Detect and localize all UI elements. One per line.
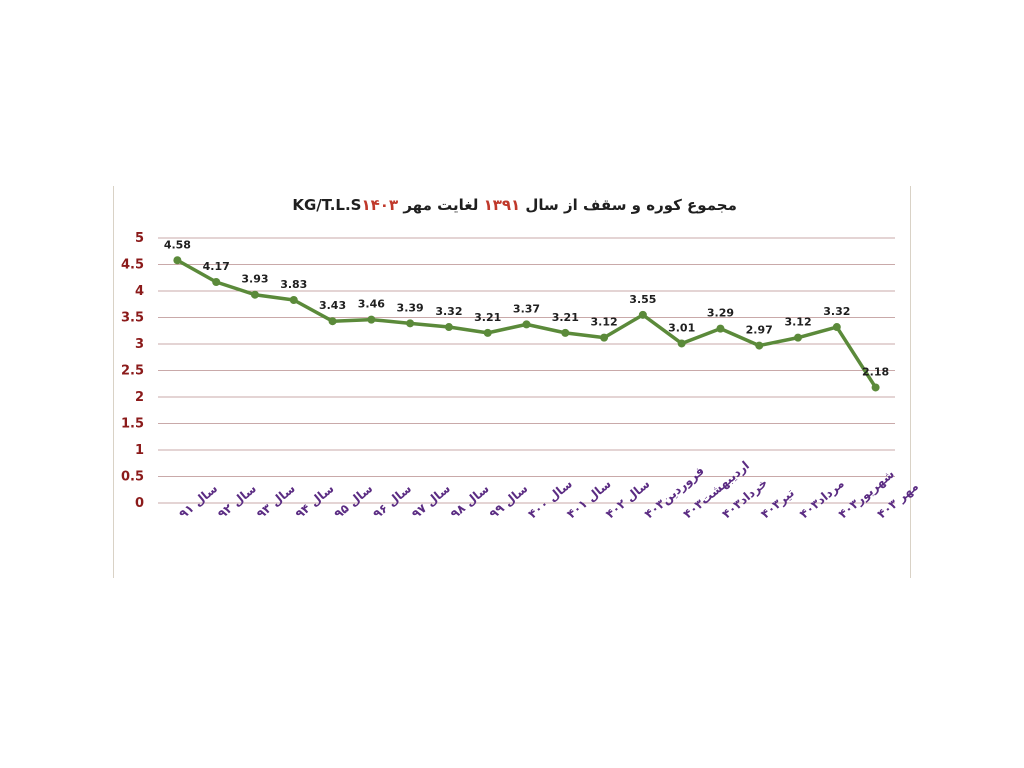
data-point bbox=[677, 339, 686, 348]
y-tick-label: 4 bbox=[135, 284, 144, 299]
data-label: 3.46 bbox=[358, 298, 385, 311]
data-point bbox=[638, 310, 647, 319]
data-label: 3.43 bbox=[319, 299, 346, 312]
data-point bbox=[212, 277, 221, 286]
data-point bbox=[561, 328, 570, 337]
x-tick-label: سال ۹۵ bbox=[331, 481, 375, 521]
data-label: 3.93 bbox=[241, 273, 268, 286]
data-point bbox=[289, 296, 298, 305]
y-tick-label: 3 bbox=[135, 337, 144, 352]
data-point bbox=[367, 315, 376, 324]
x-tick-label: سال ۹۸ bbox=[448, 481, 492, 521]
y-tick-label: 1 bbox=[135, 443, 144, 458]
x-tick-label: سال ۹۶ bbox=[370, 481, 414, 521]
data-label: 4.58 bbox=[164, 238, 191, 251]
x-tick-label: سال ۹۱ bbox=[176, 481, 220, 521]
data-label: 3.32 bbox=[823, 305, 850, 318]
data-label: 3.39 bbox=[397, 301, 424, 314]
y-tick-label: 0.5 bbox=[121, 470, 144, 485]
y-tick-label: 3.5 bbox=[121, 311, 144, 326]
data-label: 3.37 bbox=[513, 302, 540, 315]
data-point bbox=[755, 341, 764, 350]
x-tick-label: سال ۹۹ bbox=[487, 481, 531, 521]
data-point bbox=[250, 290, 259, 299]
data-point bbox=[406, 319, 415, 328]
data-label: 3.21 bbox=[552, 311, 579, 324]
y-tick-label: 5 bbox=[135, 231, 144, 246]
y-tick-label: 4.5 bbox=[121, 258, 144, 273]
data-label: 3.29 bbox=[707, 307, 734, 320]
data-label: 2.97 bbox=[746, 324, 773, 337]
data-point bbox=[522, 320, 531, 329]
data-point bbox=[600, 333, 609, 342]
y-tick-label: 2.5 bbox=[121, 364, 144, 379]
y-tick-label: 0 bbox=[135, 496, 144, 511]
data-point bbox=[871, 383, 880, 392]
y-tick-label: 2 bbox=[135, 390, 144, 405]
data-label: 4.17 bbox=[203, 260, 230, 273]
data-label: 3.21 bbox=[474, 311, 501, 324]
chart-frame: مجموع کوره و سقف از سال ۱۳۹۱ لغایت مهر ۱… bbox=[113, 186, 911, 578]
data-point bbox=[444, 323, 453, 332]
x-tick-label: سال ۹۴ bbox=[293, 481, 337, 521]
x-tick-label: سال ۹۲ bbox=[215, 481, 259, 521]
data-point bbox=[483, 328, 492, 337]
x-tick-label: سال ۹۷ bbox=[409, 481, 453, 521]
title-unit: KG/T.L.S bbox=[287, 196, 362, 214]
title-year-start: ۱۳۹۱ bbox=[483, 196, 521, 214]
data-label: 2.18 bbox=[862, 365, 889, 378]
title-year-end: ۱۴۰۳ bbox=[361, 196, 399, 214]
data-label: 3.12 bbox=[784, 316, 811, 329]
data-label: 3.01 bbox=[668, 321, 695, 334]
data-point bbox=[328, 317, 337, 326]
data-label: 3.83 bbox=[280, 278, 307, 291]
title-text-2: لغایت مهر bbox=[398, 196, 484, 214]
chart-title: مجموع کوره و سقف از سال ۱۳۹۱ لغایت مهر ۱… bbox=[114, 196, 910, 214]
title-text-1: مجموع کوره و سقف از سال bbox=[520, 196, 737, 214]
data-point bbox=[173, 256, 182, 265]
data-label: 3.32 bbox=[435, 305, 462, 318]
data-point bbox=[794, 333, 803, 342]
data-point bbox=[716, 324, 725, 333]
data-label: 3.12 bbox=[591, 316, 618, 329]
data-point bbox=[832, 323, 841, 332]
x-tick-label: اردیبهشت۴۰۳ bbox=[681, 458, 752, 521]
data-label: 3.55 bbox=[629, 293, 656, 306]
x-tick-label: سال ۹۳ bbox=[254, 481, 298, 521]
y-tick-label: 1.5 bbox=[121, 417, 144, 432]
